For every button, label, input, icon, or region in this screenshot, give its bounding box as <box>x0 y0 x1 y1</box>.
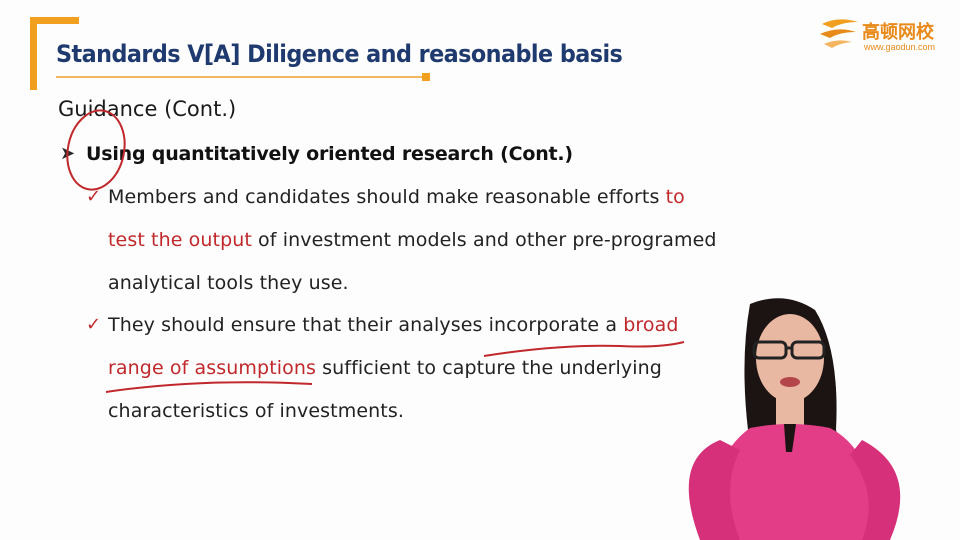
logo-url: www.gaodun.com <box>864 42 936 52</box>
arrow-icon: ➤ <box>60 143 76 163</box>
logo-mark-icon <box>820 19 858 48</box>
subheading: Using quantitatively oriented research (… <box>86 143 573 165</box>
title-underline-dot <box>422 73 430 81</box>
corner-bracket-decoration <box>30 17 79 90</box>
bullet-1-highlight-b: test the output <box>108 229 252 251</box>
check-icon: ✓ <box>86 314 102 335</box>
presenter-image <box>688 298 901 540</box>
bullet-1-text-b: of investment models and other pre-progr… <box>251 229 717 251</box>
bullet-2-text-b: sufficient to capture the underlying <box>316 357 662 379</box>
section-heading: Guidance (Cont.) <box>58 97 237 121</box>
bullet-1-line-3: analytical tools they use. <box>108 272 349 294</box>
bullet-2-line-1: They should ensure that their analyses i… <box>108 314 679 336</box>
bullet-2-highlight-b: range of assumptions <box>108 357 316 379</box>
check-icon: ✓ <box>86 186 102 207</box>
bullet-1-line-2: test the output of investment models and… <box>108 229 717 251</box>
logo-name: 高顿网校 <box>862 22 934 43</box>
bullet-1-highlight-a: to <box>665 186 685 208</box>
slide-title: Standards V[A] Diligence and reasonable … <box>56 40 623 68</box>
bullet-2-line-2: range of assumptions sufficient to captu… <box>108 357 662 379</box>
bullet-2-line-3: characteristics of investments. <box>108 400 404 422</box>
bullet-1-line-1: Members and candidates should make reaso… <box>108 186 685 208</box>
bullet-2-highlight-a: broad <box>623 314 679 336</box>
bullet-2-text-a: They should ensure that their analyses i… <box>108 314 624 336</box>
brand-logo: 高顿网校 www.gaodun.com <box>818 14 948 54</box>
bullet-1-text-a: Members and candidates should make reaso… <box>108 186 666 208</box>
title-underline <box>56 76 428 78</box>
pen-underline-range <box>105 381 313 393</box>
